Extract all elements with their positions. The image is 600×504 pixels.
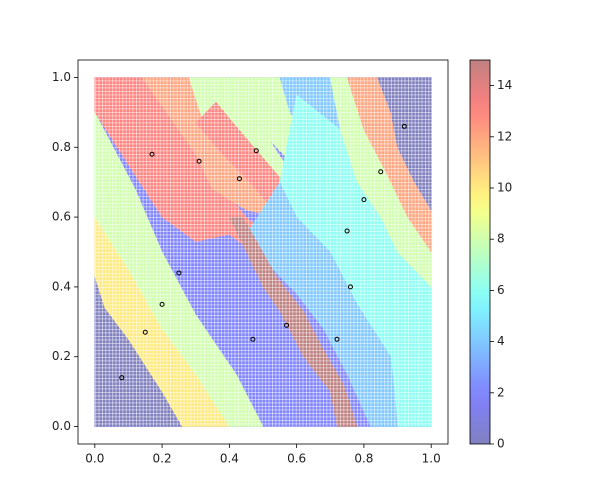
- y-tick-label: 0.2: [52, 349, 71, 363]
- center-point: [401, 123, 407, 129]
- center-point: [334, 336, 340, 342]
- center-point: [236, 176, 242, 182]
- texture: [94, 77, 432, 427]
- x-tick-label: 0.2: [153, 452, 172, 466]
- colorbar-tick-label: 8: [497, 232, 505, 246]
- colorbar-tick-label: 12: [497, 129, 512, 143]
- center-point: [149, 151, 155, 157]
- colorbar-tick-label: 10: [497, 181, 512, 195]
- center-point: [196, 158, 202, 164]
- center-point: [284, 322, 290, 328]
- colorbar-tick-label: 0: [497, 437, 505, 451]
- colorbar: [469, 59, 491, 445]
- x-tick-label: 0.6: [287, 452, 306, 466]
- plot: 0.0 0.2 0.4 0.6 0.8 1.0 0.0 0.2 0.4 0.6 0.8 1.0: [52, 70, 441, 466]
- colorbar-tick-label: 4: [497, 334, 505, 348]
- x-tick-label: 0.8: [354, 452, 373, 466]
- y-tick-label: 0.6: [52, 210, 71, 224]
- y-tick-label: 1.0: [52, 70, 71, 84]
- center-point: [159, 301, 165, 307]
- center-point: [250, 336, 256, 342]
- x-tick-label: 0.0: [85, 452, 104, 466]
- x-tick-label: 1.0: [422, 452, 441, 466]
- center-point: [344, 228, 350, 234]
- center-point: [119, 375, 125, 381]
- dot-texture: [94, 77, 432, 427]
- center-point: [142, 329, 148, 335]
- y-tick-label: 0.8: [52, 140, 71, 154]
- colorbar-tick-label: 2: [497, 385, 505, 399]
- colorbar-tick-label: 14: [497, 78, 512, 92]
- center-point: [361, 197, 367, 203]
- x-tick-label: 0.4: [220, 452, 239, 466]
- y-tick-label: 0.0: [52, 419, 71, 433]
- center-point: [378, 169, 384, 175]
- y-tick-label: 0.4: [52, 279, 71, 293]
- center-point: [176, 270, 182, 276]
- axes-frame: [77, 59, 449, 445]
- colorbar-tick-label: 6: [497, 283, 505, 297]
- center-point: [253, 148, 259, 154]
- center-point: [347, 284, 353, 290]
